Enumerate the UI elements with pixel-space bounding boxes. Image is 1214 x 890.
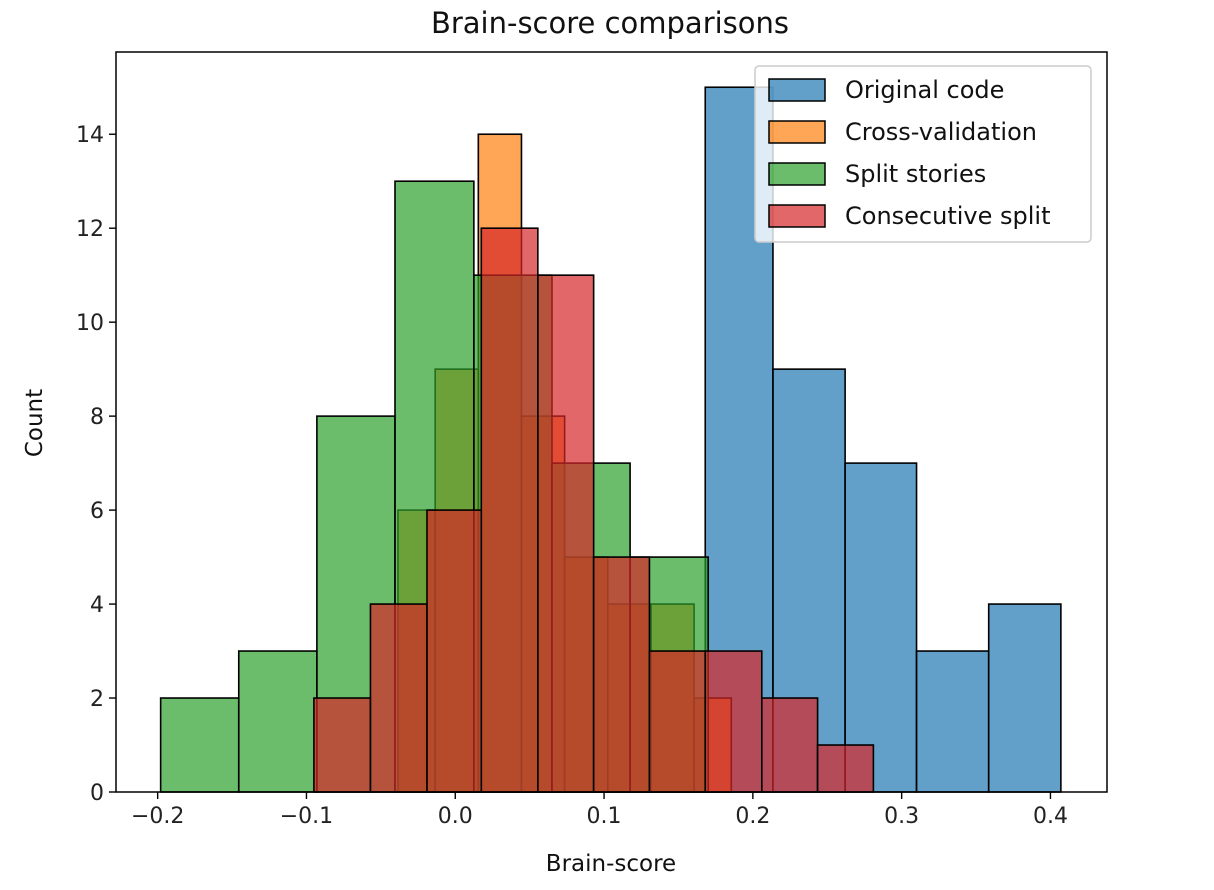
y-tick-label: 8 (90, 405, 104, 430)
histogram-bar (844, 462, 918, 793)
legend-swatch (768, 120, 826, 144)
histogram-bar (159, 697, 240, 793)
legend-box (754, 65, 1092, 243)
x-tick-label: 0.3 (884, 804, 919, 829)
histogram-bar (760, 697, 819, 793)
legend-label: Cross-validation (845, 118, 1037, 146)
plot-area (159, 86, 1062, 793)
histogram-bar (237, 650, 318, 793)
legend-swatch (768, 78, 826, 102)
series-3 (313, 227, 875, 793)
legend-label: Split stories (845, 160, 986, 188)
histogram-bar (816, 744, 875, 793)
y-tick-label: 6 (90, 499, 104, 524)
legend-swatch (768, 204, 826, 228)
histogram-bar (648, 650, 707, 793)
x-tick-label: 0.2 (735, 804, 770, 829)
legend-label: Original code (845, 76, 1004, 104)
y-tick-label: 14 (76, 123, 104, 148)
legend-label: Consecutive split (845, 202, 1051, 230)
histogram-bar (987, 603, 1062, 793)
y-tick-label: 12 (76, 217, 104, 242)
histogram-bar (537, 274, 595, 793)
y-tick-label: 10 (76, 311, 104, 336)
y-tick-label: 0 (90, 781, 104, 806)
histogram-bar (369, 603, 428, 793)
histogram-bar (426, 509, 483, 793)
x-axis: −0.2 −0.1 0.0 0.1 0.2 0.3 0.4 (131, 792, 1068, 829)
histogram-bar (915, 650, 990, 793)
plot-frame (115, 51, 1108, 793)
histogram-bar (704, 650, 763, 793)
y-tick-label: 2 (90, 687, 104, 712)
x-tick-label: −0.2 (131, 804, 184, 829)
y-axis: 0 2 4 6 8 10 12 14 (76, 123, 116, 806)
histogram-bar (313, 697, 372, 793)
legend-swatch (768, 162, 826, 186)
x-tick-label: 0.1 (587, 804, 622, 829)
y-axis-title: Count (22, 389, 48, 457)
x-tick-label: 0.4 (1033, 804, 1068, 829)
histogram-bar (480, 227, 539, 793)
y-tick-label: 4 (90, 593, 104, 618)
legend: Original code Cross-validation Split stori… (754, 65, 1092, 243)
x-tick-label: −0.1 (280, 804, 333, 829)
histogram-bar (592, 556, 651, 793)
x-axis-title: Brain-score (546, 851, 676, 877)
chart-title: Brain-score comparisons (431, 6, 789, 40)
x-tick-label: 0.0 (438, 804, 473, 829)
